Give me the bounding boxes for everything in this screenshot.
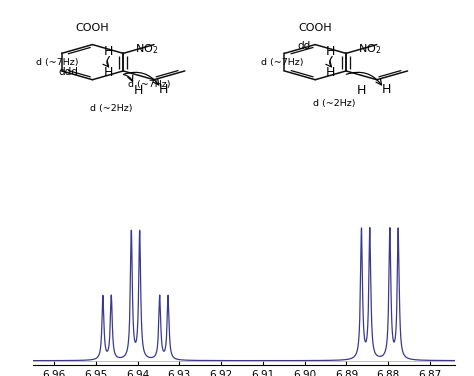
Text: COOH: COOH [76,23,109,33]
Text: H: H [326,45,336,58]
Text: COOH: COOH [299,23,332,33]
Text: H: H [134,84,143,97]
Text: H: H [103,66,113,79]
Text: d (~2Hz): d (~2Hz) [90,104,133,113]
Text: H: H [103,45,113,58]
Text: ddd: ddd [58,67,78,77]
Text: H: H [159,83,168,96]
Text: d (~7Hz): d (~7Hz) [128,80,171,89]
Text: NO$_2$: NO$_2$ [358,42,381,56]
Text: d (~7Hz): d (~7Hz) [36,58,78,67]
Text: d (~2Hz): d (~2Hz) [313,99,356,108]
Text: H: H [357,84,366,97]
Text: H: H [382,83,391,96]
Text: H: H [326,66,336,79]
Text: dd: dd [297,41,310,51]
Text: d (~7Hz): d (~7Hz) [261,58,303,67]
Text: NO$_2$: NO$_2$ [135,42,158,56]
